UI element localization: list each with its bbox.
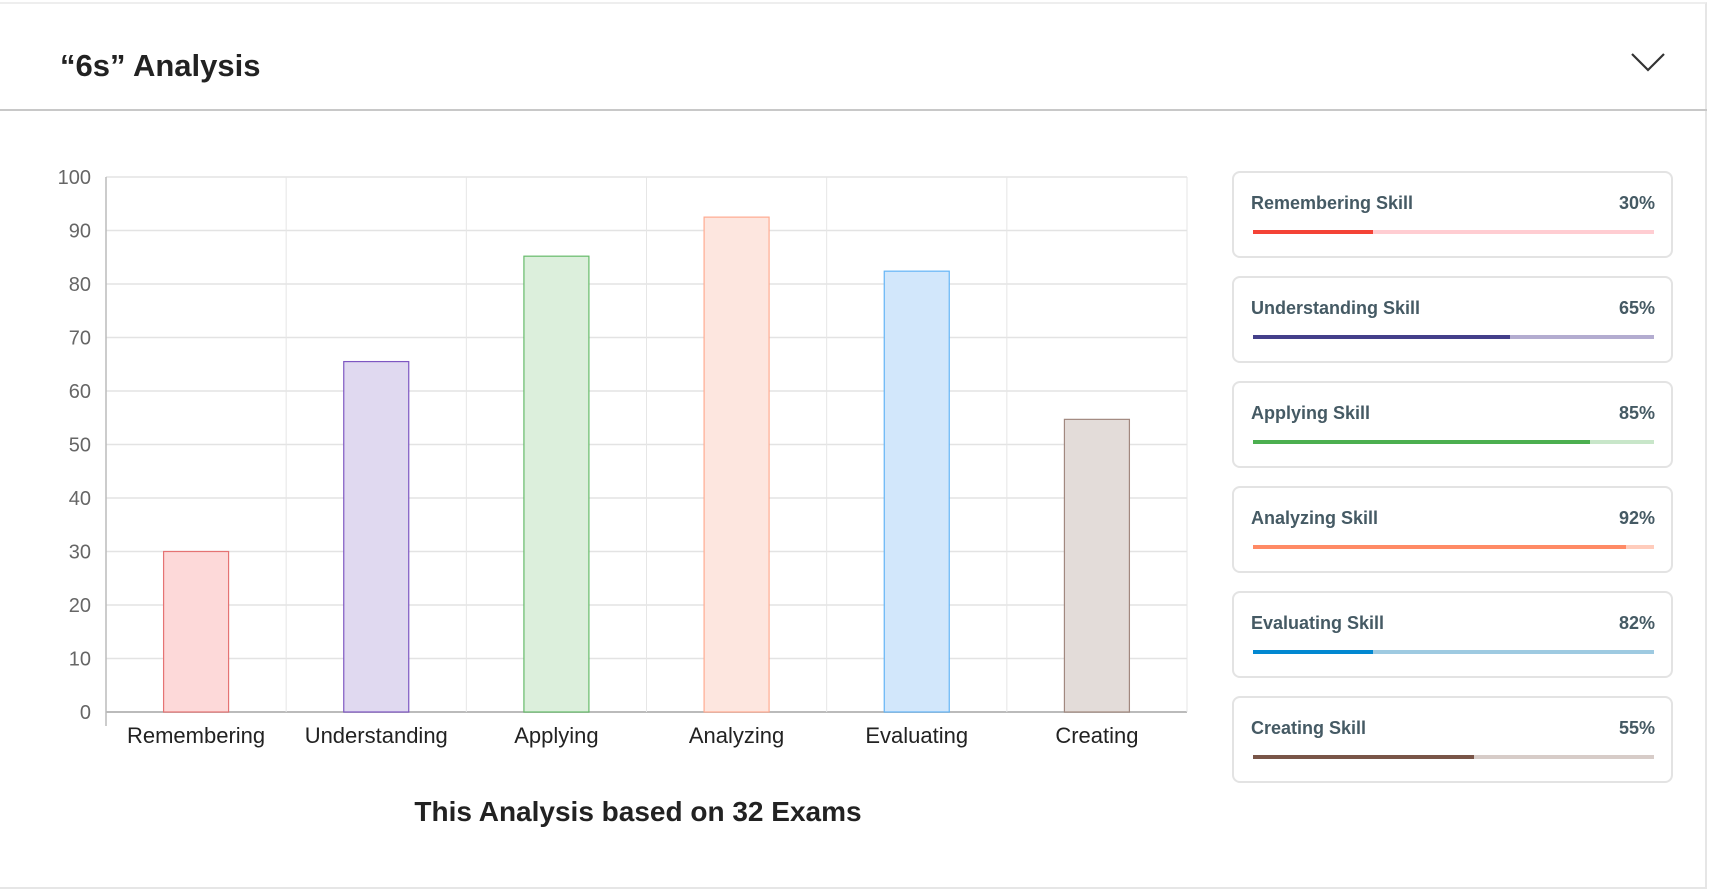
x-tick-label: Creating [1055, 723, 1138, 748]
x-tick-label: Analyzing [689, 723, 784, 748]
skill-progress-bar [1253, 650, 1654, 654]
y-tick-label: 90 [69, 221, 91, 243]
y-tick-label: 70 [69, 328, 91, 350]
y-tick-label: 40 [69, 488, 91, 510]
skill-progress-bar [1253, 230, 1654, 234]
x-tick-label: Understanding [305, 723, 448, 748]
skill-card: Analyzing Skill 92% [1232, 486, 1673, 573]
bar-applying [523, 255, 590, 713]
panel-title: “6s” Analysis [60, 48, 261, 83]
skill-card: Understanding Skill 65% [1232, 276, 1673, 363]
skill-name: Analyzing Skill [1251, 508, 1379, 528]
skill-percent: 82% [1618, 613, 1655, 633]
skill-percent: 65% [1618, 298, 1655, 318]
chevron-down-icon[interactable] [1630, 50, 1666, 74]
bar-analyzing [703, 216, 770, 713]
skill-name: Remembering Skill [1251, 193, 1414, 213]
skill-progress-bar [1253, 335, 1654, 339]
skill-card: Remembering Skill 30% [1232, 171, 1673, 258]
y-tick-label: 100 [58, 167, 91, 189]
bar-evaluating [883, 270, 950, 713]
skill-name: Understanding Skill [1251, 298, 1421, 318]
skill-name: Applying Skill [1251, 403, 1371, 423]
skill-percent: 92% [1618, 508, 1655, 528]
y-tick-label: 50 [69, 435, 91, 457]
bar-understanding [343, 360, 410, 713]
skill-progress-bar [1253, 440, 1654, 444]
skill-progress-fill [1253, 545, 1626, 549]
skill-name: Evaluating Skill [1251, 613, 1385, 633]
panel-header[interactable]: “6s” Analysis [0, 4, 1707, 111]
skill-card: Evaluating Skill 82% [1232, 591, 1673, 678]
skill-progress-fill [1253, 335, 1510, 339]
y-tick-label: 80 [69, 274, 91, 296]
y-tick-label: 30 [69, 542, 91, 564]
y-tick-label: 10 [69, 649, 91, 671]
skill-name: Creating Skill [1251, 718, 1367, 738]
bar-chart: 0 10 20 30 40 50 60 70 80 90 100 Remembering Underst… [58, 167, 1188, 748]
skill-percent: 30% [1618, 193, 1655, 213]
bar-remembering [162, 550, 230, 713]
skill-progress-bar [1253, 545, 1654, 549]
x-tick-label: Applying [514, 723, 598, 748]
y-tick-label: 0 [80, 702, 91, 724]
skill-progress-fill [1253, 755, 1474, 759]
skill-card: Applying Skill 85% [1232, 381, 1673, 468]
y-tick-label: 60 [69, 381, 91, 403]
bar-creating [1063, 418, 1131, 713]
skill-progress-fill [1253, 440, 1590, 444]
y-tick-label: 20 [69, 595, 91, 617]
exam-count-caption: This Analysis based on 32 Exams [414, 796, 862, 827]
skill-card: Creating Skill 55% [1232, 696, 1673, 783]
skill-percent: 85% [1618, 403, 1655, 423]
skill-progress-fill [1253, 650, 1374, 654]
x-tick-label: Evaluating [865, 723, 968, 748]
skill-percent: 55% [1618, 718, 1655, 738]
skill-progress-fill [1253, 230, 1374, 234]
x-tick-label: Remembering [127, 723, 265, 748]
skill-progress-bar [1253, 755, 1654, 759]
